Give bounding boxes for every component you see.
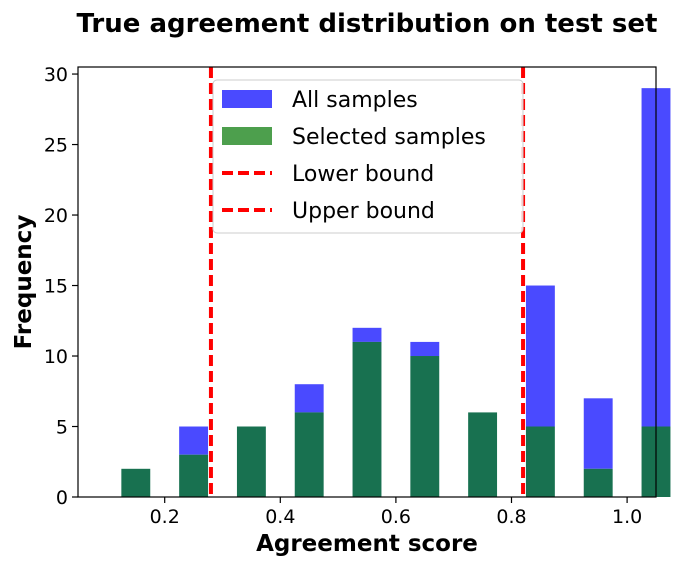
legend-swatch-all-samples — [222, 90, 272, 108]
y-tick-label: 0 — [56, 487, 68, 509]
bar-overlap — [583, 468, 613, 497]
bar-overlap — [179, 454, 209, 497]
legend-frame — [212, 79, 524, 234]
plot-frame — [77, 66, 657, 498]
bar-all-samples — [294, 384, 324, 413]
y-tick-label: 10 — [44, 346, 68, 368]
y-tick-label: 20 — [44, 205, 68, 227]
bar-all-samples — [179, 426, 209, 455]
y-axis-label: Frequency — [11, 215, 37, 350]
bar-overlap — [352, 341, 382, 497]
chart-title: True agreement distribution on test set — [77, 9, 658, 39]
y-tick-label: 25 — [44, 135, 68, 157]
bar-all-samples — [410, 341, 440, 357]
legend-label-lower-bound: Lower bound — [292, 162, 434, 187]
bar-overlap — [236, 426, 266, 497]
bar-all-samples — [525, 285, 555, 427]
x-tick-label: 0.8 — [496, 506, 526, 528]
y-tick-label: 30 — [44, 64, 68, 86]
legend-label-all-samples: All samples — [292, 88, 418, 113]
bar-overlap — [294, 412, 324, 497]
x-tick-label: 1.0 — [612, 506, 642, 528]
bar-overlap — [410, 356, 440, 497]
bar-all-samples — [352, 327, 382, 342]
x-axis-ticks: 0.2 0.4 0.6 0.8 1.0 — [150, 497, 642, 528]
bar-overlap — [121, 468, 151, 497]
legend-label-selected-samples: Selected samples — [292, 125, 486, 150]
y-tick-label: 15 — [44, 276, 68, 298]
bar-overlap — [468, 412, 498, 497]
legend: All samples Selected samples Lower bound… — [212, 79, 524, 234]
bar-overlap — [525, 426, 555, 497]
legend-swatch-selected-samples — [222, 127, 272, 145]
x-tick-label: 0.6 — [381, 506, 411, 528]
x-tick-label: 0.2 — [150, 506, 180, 528]
legend-label-upper-bound: Upper bound — [292, 199, 435, 224]
y-axis-ticks: 0 5 10 15 20 25 30 — [44, 64, 78, 509]
y-tick-label: 5 — [56, 417, 68, 439]
x-axis-label: Agreement score — [256, 531, 478, 557]
x-tick-label: 0.4 — [265, 506, 295, 528]
bars-layer — [121, 88, 671, 497]
bar-all-samples — [583, 398, 613, 469]
